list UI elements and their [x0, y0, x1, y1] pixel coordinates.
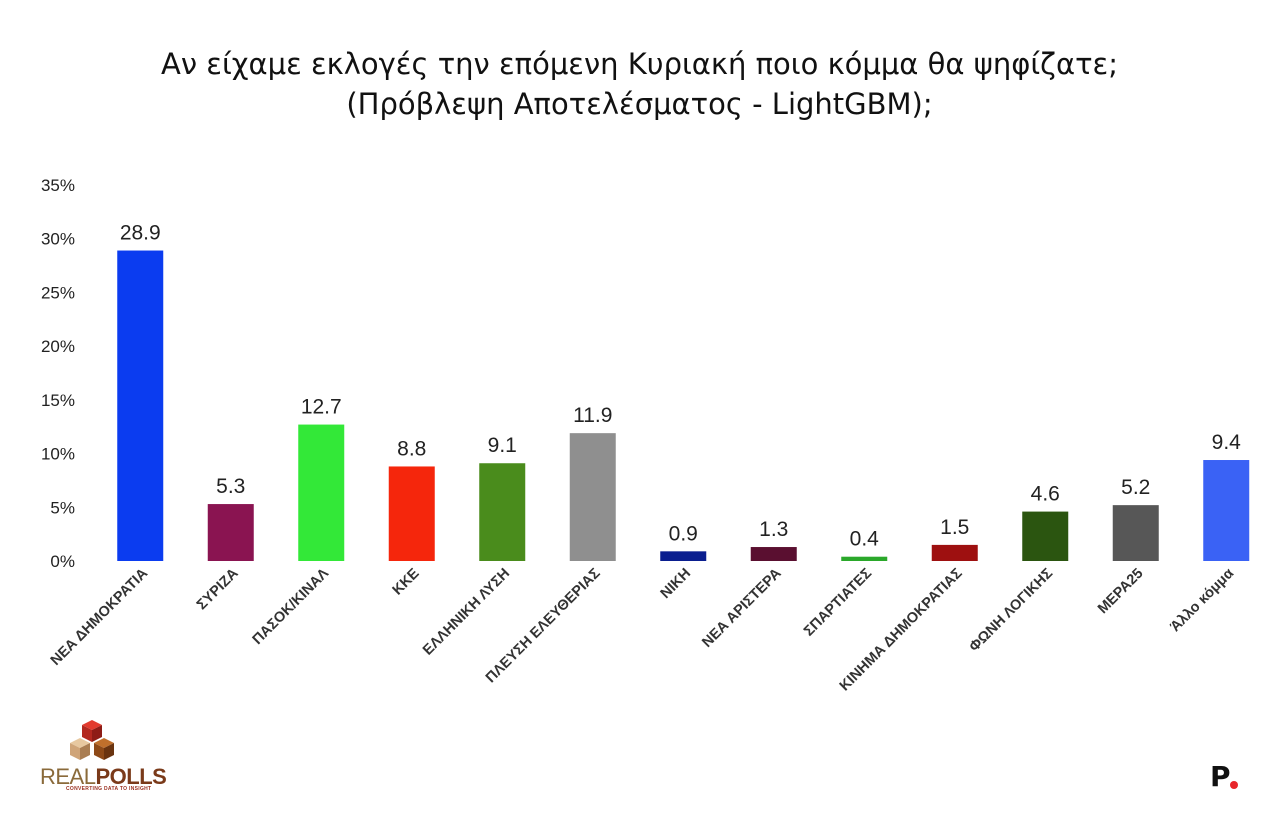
realpolls-logo-icon	[70, 720, 114, 760]
chart-title-line2: (Πρόβλεψη Αποτελέσματος - LightGBM);	[346, 87, 933, 121]
bars	[117, 250, 1250, 561]
data-label: 0.4	[850, 528, 880, 551]
bar	[117, 250, 164, 561]
bar	[750, 547, 797, 561]
y-tick-label: 20%	[41, 337, 75, 356]
publisher-logo-icon: P	[1210, 760, 1231, 793]
bar	[1203, 460, 1250, 561]
data-label: 12.7	[301, 396, 342, 419]
y-axis: 0% 5% 10% 15% 20% 25% 30% 35%	[41, 176, 75, 571]
bar	[298, 424, 345, 561]
x-tick-label: ΚΚΕ	[390, 565, 423, 598]
bar	[569, 433, 616, 561]
publisher-logo-dot	[1230, 781, 1238, 789]
x-tick-label: ΕΛΛΗΝΙΚΗ ΛΥΣΗ	[420, 566, 513, 659]
x-tick-label: ΣΥΡΙΖΑ	[194, 565, 242, 613]
logo-real: REAL	[40, 764, 96, 789]
realpolls-wordmark: REALPOLLS	[40, 764, 167, 790]
data-label: 1.5	[940, 516, 969, 539]
bar	[388, 466, 435, 561]
data-label: 0.9	[669, 522, 698, 545]
data-label: 4.6	[1031, 483, 1060, 506]
data-label: 9.4	[1212, 431, 1242, 454]
x-tick-label: ΦΩΝΗ ΛΟΓΙΚΗΣ	[966, 565, 1056, 655]
data-label: 9.1	[488, 434, 517, 457]
value-labels: 28.9 5.3 12.7 8.8 9.1 11.9 0.9 1.3 0.4 1.5 4.6 5.2 9…	[120, 222, 1241, 551]
bar	[931, 544, 978, 561]
bar	[841, 556, 888, 561]
chart-title-line1: Αν είχαμε εκλογές την επόμενη Κυριακή πο…	[161, 47, 1118, 81]
data-label: 28.9	[120, 222, 161, 245]
x-tick-label: ΣΠΑΡΤΙΑΤΕΣ	[801, 565, 875, 639]
x-axis-labels: ΝΕΑ ΔΗΜΟΚΡΑΤΙΑ ΣΥΡΙΖΑ ΠΑΣΟΚ/ΚΙΝΑΛ ΚΚΕΕΛΛΗΝΙ…	[48, 565, 1237, 694]
x-tick-label: ΝΕΑ ΔΗΜΟΚΡΑΤΙΑ	[48, 565, 152, 669]
y-tick-label: 25%	[41, 283, 75, 302]
chart-title: Αν είχαμε εκλογές την επόμενη Κυριακή πο…	[0, 44, 1279, 124]
data-label: 1.3	[759, 518, 788, 541]
x-tick-label: ΝΙΚΗ	[658, 566, 694, 602]
logo-polls: POLLS	[95, 764, 167, 789]
x-tick-label: ΠΑΣΟΚ/ΚΙΝΑΛ	[250, 565, 333, 648]
bar	[660, 551, 707, 561]
bar	[479, 463, 526, 561]
y-tick-label: 30%	[41, 230, 75, 249]
y-tick-label: 15%	[41, 391, 75, 410]
logo-tagline: CONVERTING DATA TO INSIGHT	[66, 786, 152, 792]
x-tick-label: Άλλο κόμμα	[1167, 565, 1237, 635]
x-tick-label: ΜΕΡΑ25	[1095, 566, 1147, 618]
y-tick-label: 35%	[41, 176, 75, 195]
bar	[1022, 511, 1069, 561]
y-tick-label: 10%	[41, 445, 75, 464]
y-tick-label: 5%	[50, 498, 75, 517]
y-tick-label: 0%	[50, 552, 75, 571]
x-tick-label: ΝΕΑ ΑΡΙΣΤΕΡΑ	[699, 565, 785, 651]
data-label: 11.9	[573, 404, 612, 427]
data-label: 5.2	[1121, 476, 1150, 499]
bar	[1112, 505, 1159, 561]
bar	[207, 504, 254, 561]
data-label: 5.3	[216, 475, 245, 498]
data-label: 8.8	[397, 437, 426, 460]
